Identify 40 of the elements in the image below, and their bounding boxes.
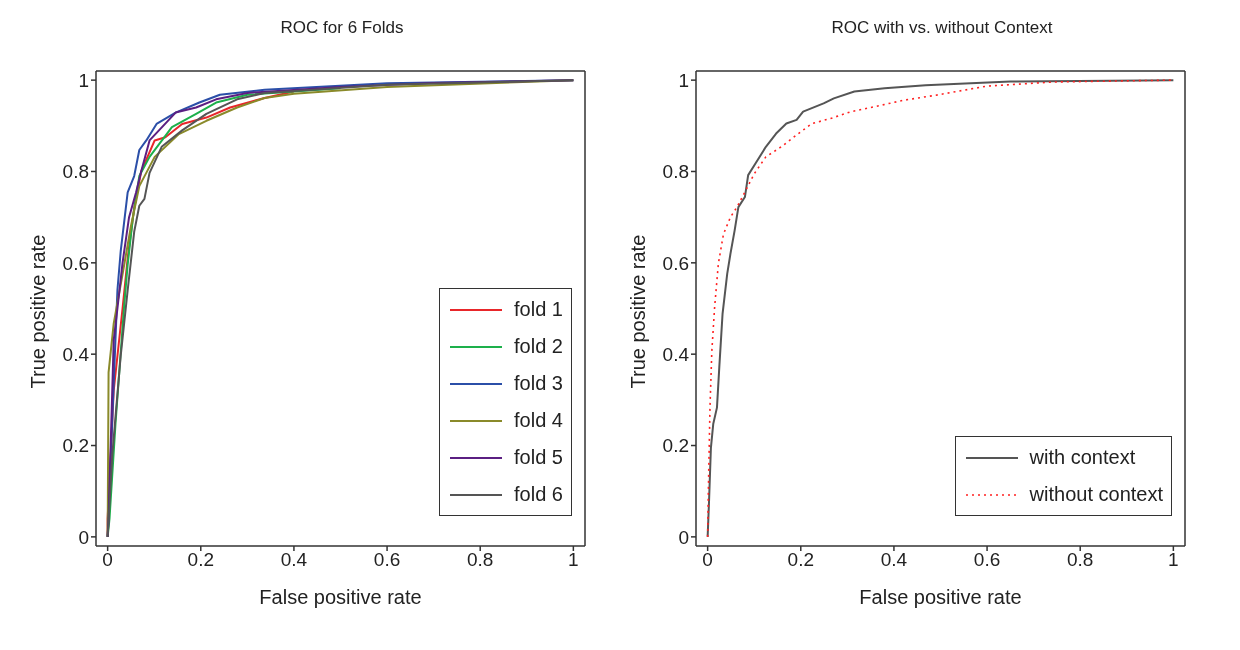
x-tick-label: 0.6 — [373, 549, 401, 571]
y-tick-label: 0.6 — [662, 252, 689, 274]
legend-label: fold 4 — [514, 409, 563, 432]
legend-label: fold 6 — [514, 483, 563, 506]
y-tick-label: 0.2 — [662, 435, 689, 457]
x-tick-label: 0.4 — [880, 549, 908, 571]
chart-title: ROC for 6 Folds — [279, 18, 405, 38]
x-tick-label: 0.8 — [467, 549, 494, 571]
y-axis-title: True positive rate — [27, 234, 50, 389]
x-tick-label: 0.8 — [1067, 549, 1094, 571]
x-tick-label: 0.6 — [973, 549, 1001, 571]
y-tick-label: 0.6 — [62, 252, 89, 274]
line-series — [106, 79, 575, 538]
legend-label: without context — [1029, 483, 1163, 506]
y-tick-label: 0 — [78, 526, 89, 548]
y-tick-label: 0 — [678, 526, 689, 548]
legend-label: fold 1 — [514, 298, 563, 321]
y-tick-label: 1 — [678, 69, 689, 91]
x-tick-label: 0 — [102, 549, 113, 571]
y-axis-title: True positive rate — [627, 234, 650, 389]
legend-label: with context — [1029, 446, 1136, 469]
x-tick-label: 1 — [1168, 549, 1179, 571]
y-tick-label: 0.8 — [662, 161, 689, 183]
x-axis-title: False positive rate — [859, 586, 1022, 608]
y-tick-label: 0.4 — [62, 343, 90, 365]
y-tick-label: 1 — [78, 69, 89, 91]
y-tick-label: 0.4 — [662, 343, 690, 365]
x-tick-label: 1 — [568, 549, 579, 571]
legend-label: fold 2 — [514, 335, 563, 358]
x-tick-label: 0.4 — [280, 549, 308, 571]
legend-label: fold 5 — [514, 446, 563, 469]
line-series — [706, 79, 1175, 538]
y-tick-label: 0.8 — [62, 161, 89, 183]
x-tick-label: 0.2 — [787, 549, 814, 571]
y-tick-label: 0.2 — [62, 435, 89, 457]
x-axis-title: False positive rate — [259, 586, 422, 608]
legend-label: fold 3 — [514, 372, 563, 395]
x-tick-label: 0.2 — [187, 549, 214, 571]
chart-title: ROC with vs. without Context — [830, 18, 1054, 38]
x-tick-label: 0 — [702, 549, 713, 571]
